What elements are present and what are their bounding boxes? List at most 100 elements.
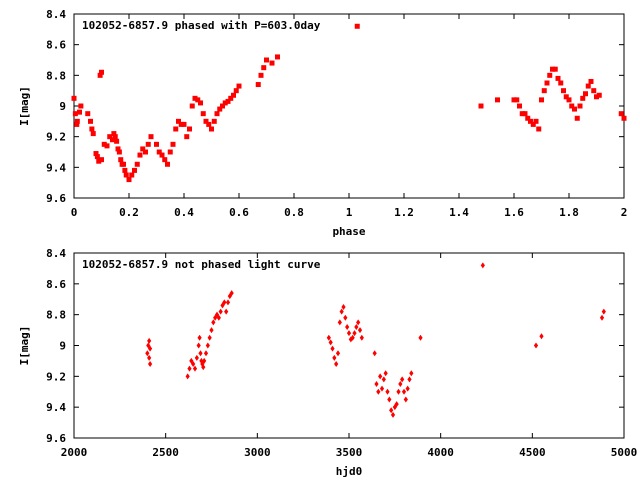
- phased-data-point: [170, 141, 176, 147]
- phased-data-point: [181, 121, 187, 127]
- unphased-data-point: [229, 290, 234, 297]
- phased-data-point: [222, 100, 228, 106]
- phased-data-point: [89, 126, 95, 132]
- phased-data-point: [577, 103, 583, 109]
- phased-data-point: [236, 83, 242, 89]
- phased-chart-title: 102052-6857.9 phased with P=603.0day: [82, 19, 321, 32]
- unphased-data-point: [216, 314, 221, 321]
- phased-data-point: [275, 54, 280, 60]
- unphased-data-point: [379, 385, 385, 392]
- phased-data-point: [203, 118, 209, 124]
- unphased-data-point: [222, 299, 227, 306]
- phased-data-point: [211, 118, 217, 124]
- unphased-x-tick-label: 5000: [611, 446, 638, 459]
- phased-data-point: [200, 111, 206, 117]
- phased-data-point: [522, 111, 528, 117]
- phased-data-point: [154, 141, 159, 147]
- phased-data-point: [261, 65, 267, 71]
- unphased-data-point: [357, 327, 363, 334]
- unphased-data-point: [601, 308, 606, 315]
- phased-data-point: [594, 94, 599, 100]
- phased-data-point: [104, 143, 110, 149]
- unphased-data-point: [346, 330, 352, 337]
- unphased-x-tick-label: 3500: [336, 446, 363, 459]
- unphased-data-point: [343, 314, 348, 321]
- phased-data-point: [217, 106, 223, 112]
- phased-data-point: [561, 88, 566, 94]
- unphased-data-point: [418, 334, 423, 341]
- phased-x-tick-label: 0.8: [284, 206, 304, 219]
- phased-data-point: [123, 172, 129, 178]
- phased-data-point: [478, 103, 484, 109]
- unphased-data-point: [337, 319, 342, 326]
- phased-data-point: [165, 161, 170, 167]
- unphased-data-point: [539, 333, 544, 340]
- phased-data-point: [145, 141, 151, 147]
- unphased-y-tick-label: 9: [59, 340, 66, 353]
- phased-data-point: [90, 131, 96, 137]
- phased-data-point: [214, 111, 220, 117]
- unphased-data-point: [376, 388, 381, 395]
- phased-data-point: [533, 118, 539, 124]
- unphased-data-point: [350, 334, 355, 341]
- phased-y-tick-label: 9.4: [46, 161, 66, 174]
- phased-data-point: [156, 149, 162, 155]
- unphased-data-point: [198, 350, 203, 357]
- phased-data-point: [539, 97, 544, 103]
- phased-data-point: [231, 92, 236, 98]
- phased-data-point: [85, 111, 91, 117]
- phased-data-point: [269, 60, 275, 66]
- phased-light-curve-chart: 0 0.2 0.4 0.6 0.8 1 1.2 1.4 1.6 1.8 2 8.4 8.6 8.8 9 9.2…: [18, 8, 627, 238]
- phased-x-tick-label: 0: [71, 206, 78, 219]
- phased-data-point: [574, 115, 580, 121]
- unphased-data-point: [185, 373, 190, 380]
- unphased-data-point: [405, 385, 410, 392]
- phased-data-point: [143, 149, 148, 155]
- phased-data-point: [140, 146, 146, 152]
- unphased-data-point: [326, 334, 331, 341]
- phased-data-point: [544, 80, 550, 86]
- unphased-data-point: [335, 350, 341, 357]
- unphased-data-point: [385, 388, 390, 395]
- phased-data-point: [121, 161, 126, 167]
- phased-data-point: [118, 157, 124, 163]
- phased-data-point: [176, 118, 181, 124]
- phased-data-point: [621, 115, 627, 121]
- phased-data-point: [184, 134, 190, 140]
- phased-data-point: [178, 121, 184, 127]
- unphased-data-point: [394, 401, 399, 408]
- phased-data-point: [519, 111, 525, 117]
- phased-data-point: [195, 97, 201, 103]
- unphased-x-tick-label: 4000: [427, 446, 454, 459]
- phased-data-point: [187, 126, 192, 132]
- phased-x-tick-label: 0.4: [174, 206, 194, 219]
- unphased-data-point: [407, 376, 412, 383]
- phased-data-point: [96, 158, 102, 164]
- phased-data-point: [115, 146, 121, 152]
- unphased-data-point: [354, 324, 359, 330]
- phased-data-point: [159, 152, 165, 158]
- phased-y-tick-label: 9.2: [46, 131, 66, 144]
- unphased-data-point: [374, 381, 379, 388]
- phased-data-point: [129, 172, 135, 178]
- unphased-x-tick-label: 4500: [519, 446, 546, 459]
- phased-x-tick-label: 0.6: [229, 206, 249, 219]
- unphased-data-point: [352, 330, 357, 337]
- phased-data-point: [107, 134, 113, 140]
- unphased-data-point: [209, 327, 214, 334]
- unphased-data-point: [147, 361, 153, 367]
- phased-data-point: [192, 95, 198, 101]
- unphased-y-tick-label: 9.2: [46, 370, 66, 383]
- unphased-data-point: [225, 299, 231, 306]
- phased-x-tick-label: 1.2: [394, 206, 414, 219]
- unphased-data-point: [383, 370, 388, 377]
- unphased-light-curve-chart: 2000 2500 3000 3500 4000 4500 5000 8.4 8.6 8.8 9 9.…: [18, 247, 637, 478]
- phased-data-point: [255, 82, 261, 88]
- phased-data-point: [110, 137, 115, 143]
- unphased-data-point: [201, 364, 206, 371]
- phased-data-point: [596, 92, 602, 98]
- unphased-data-point: [396, 388, 401, 395]
- phased-data-point: [555, 75, 561, 81]
- unphased-data-point: [480, 262, 485, 269]
